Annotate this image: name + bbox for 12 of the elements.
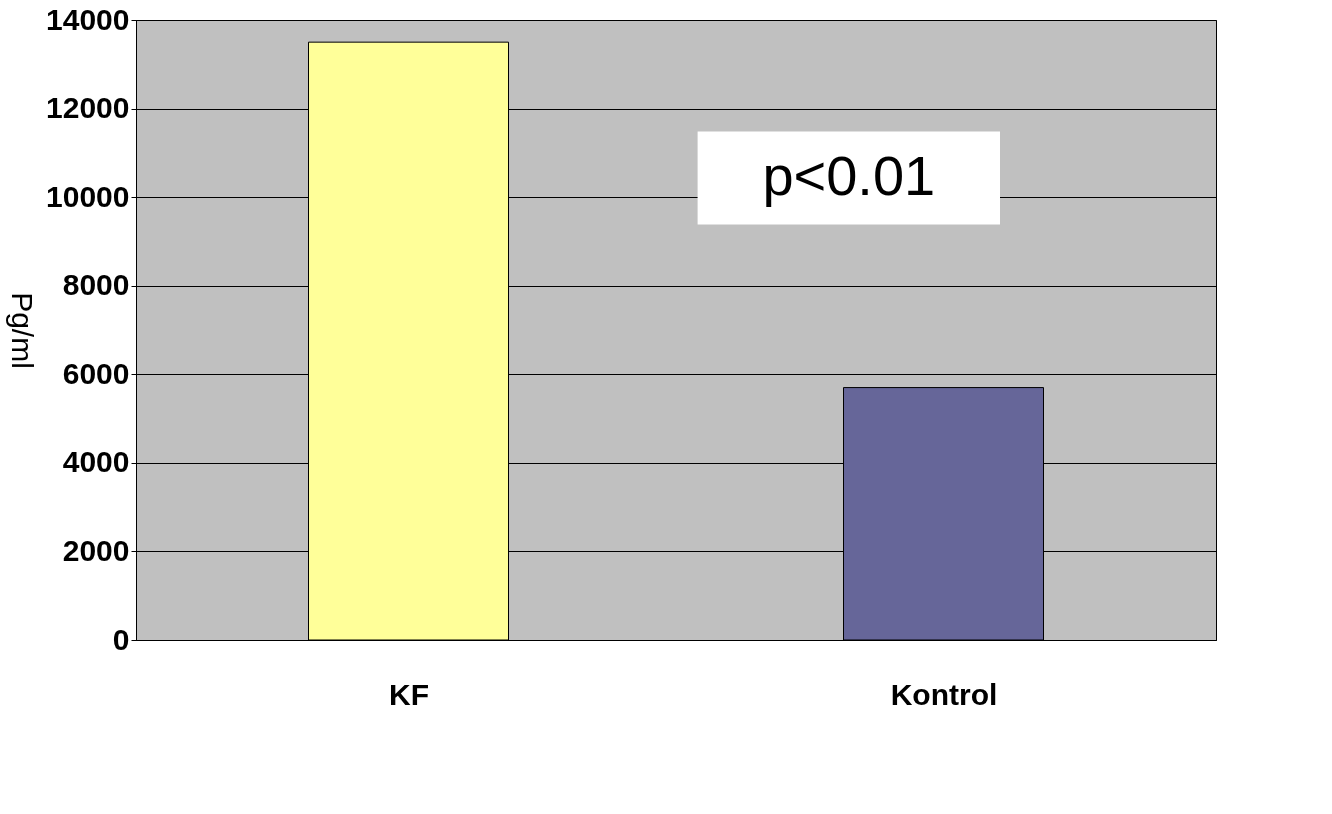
y-tick-label: 0 bbox=[112, 622, 130, 656]
y-tick-label: 8000 bbox=[62, 268, 130, 302]
y-tick-label: 14000 bbox=[46, 2, 130, 36]
y-tick-label: 2000 bbox=[62, 533, 130, 567]
annotation: p<0.01 bbox=[762, 144, 936, 208]
x-tick-label: KF bbox=[389, 677, 429, 711]
y-axis-title: Pg/ml bbox=[6, 292, 40, 369]
y-tick-label: 6000 bbox=[62, 356, 130, 390]
y-tick-label: 10000 bbox=[46, 179, 130, 213]
y-tick-label: 4000 bbox=[62, 445, 130, 479]
y-tick-label: 12000 bbox=[46, 91, 130, 125]
x-tick-label: Kontrol bbox=[890, 677, 998, 711]
